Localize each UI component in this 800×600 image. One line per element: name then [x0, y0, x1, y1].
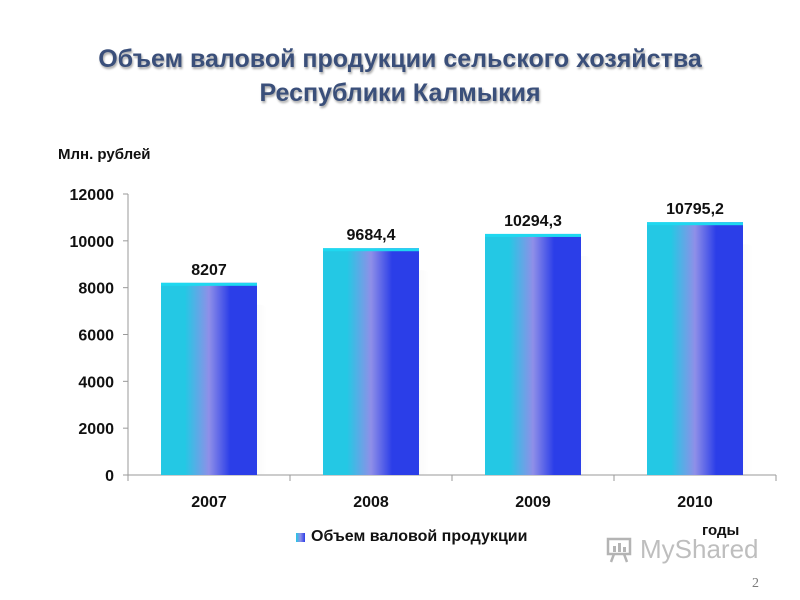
bar-top-cap	[485, 233, 581, 237]
y-tick-label: 8000	[78, 281, 114, 298]
bar-2008	[323, 248, 419, 475]
y-tick-label: 12000	[70, 187, 115, 204]
data-label: 10795,2	[666, 201, 724, 218]
x-axis-label: годы	[702, 522, 740, 539]
y-tick-label: 6000	[78, 328, 114, 345]
data-label: 9684,4	[347, 227, 396, 244]
bar-top-cap	[323, 248, 419, 252]
page-number: 2	[752, 576, 759, 591]
bar-2009	[485, 233, 581, 475]
y-axis-label: Млн. рублей	[58, 146, 151, 163]
y-tick-label: 2000	[78, 421, 114, 438]
presentation-board-icon	[606, 536, 634, 564]
x-tick-label: 2007	[191, 494, 227, 511]
bar-2010	[647, 222, 743, 475]
bar-2007	[161, 282, 257, 475]
y-tick-label: 0	[105, 468, 114, 485]
x-tick-label: 2010	[677, 494, 713, 511]
legend: Объем валовой продукции	[296, 528, 527, 546]
x-tick-label: 2008	[353, 494, 389, 511]
title-line-2: Республики Калмыкия	[259, 79, 541, 107]
legend-label: Объем валовой продукции	[311, 528, 528, 545]
title-line-1: Объем валовой продукции сельского хозяйс…	[98, 45, 702, 73]
watermark-text: MyShared	[640, 534, 759, 564]
data-label: 8207	[191, 262, 227, 279]
legend-swatch	[296, 532, 305, 542]
x-tick-label: 2009	[515, 494, 551, 511]
bar-top-cap	[161, 282, 257, 286]
y-tick-label: 4000	[78, 374, 114, 391]
bar-top-cap	[647, 222, 743, 226]
data-label: 10294,3	[504, 213, 562, 230]
watermark: MyShared	[606, 534, 759, 565]
chart-title: Объем валовой продукции сельского хозяйс…	[0, 42, 800, 110]
y-tick-label: 10000	[70, 234, 115, 251]
